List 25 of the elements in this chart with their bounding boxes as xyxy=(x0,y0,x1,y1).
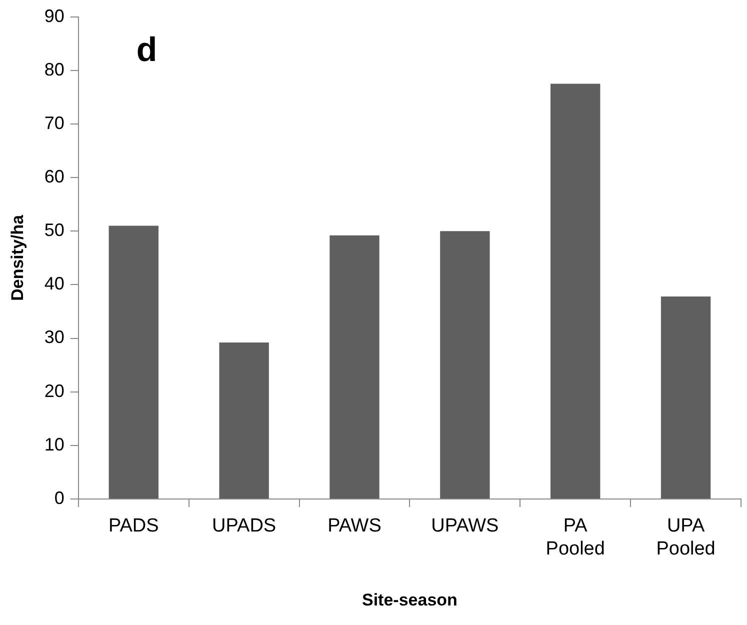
y-tick-label: 20 xyxy=(44,380,64,401)
x-tick-label: UPAWS xyxy=(431,516,499,537)
annotation: d xyxy=(136,31,158,70)
y-tick-label: 60 xyxy=(44,166,64,186)
x-tick-label: UPADS xyxy=(212,516,276,537)
y-tick-label: 40 xyxy=(44,274,64,294)
y-tick-label: 10 xyxy=(44,434,64,454)
y-tick-label: 70 xyxy=(44,112,64,133)
x-tick-label: UPA Pooled xyxy=(656,516,716,560)
bar xyxy=(660,296,711,498)
x-tick-label: PADS xyxy=(108,516,159,537)
y-tick-label: 90 xyxy=(44,6,64,26)
y-tick-label: 30 xyxy=(44,327,64,348)
x-tick-label: PA Pooled xyxy=(546,516,605,560)
x-axis-title: Site-season xyxy=(362,590,458,610)
y-tick-label: 0 xyxy=(54,488,64,508)
y-tick-label: 80 xyxy=(44,59,64,80)
y-tick-label: 50 xyxy=(44,220,64,240)
bar xyxy=(108,226,158,498)
bar xyxy=(330,235,380,498)
bar xyxy=(219,342,269,498)
x-tick-label: PAWS xyxy=(328,516,382,537)
bar xyxy=(550,84,600,498)
y-axis-title: Density/ha xyxy=(8,214,27,301)
bar xyxy=(440,231,490,498)
